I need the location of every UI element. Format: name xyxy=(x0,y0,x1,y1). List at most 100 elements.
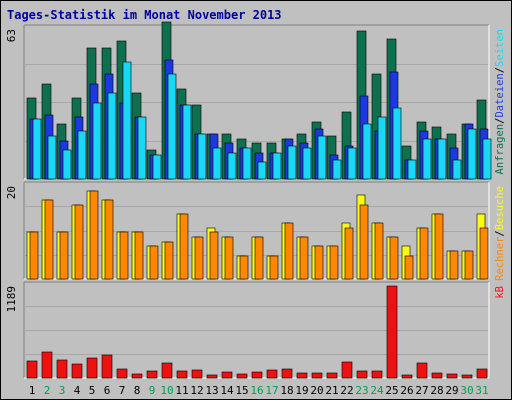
x-tick-label-day-7: 7 xyxy=(119,384,126,397)
bar-kb-day-3 xyxy=(56,359,68,379)
bar-kb-day-16 xyxy=(251,371,263,379)
bar-seiten-day-4 xyxy=(77,130,87,180)
bar-rechner-day-19 xyxy=(299,236,309,280)
legend-part-0-2: Dateien xyxy=(494,73,506,117)
x-tick-label-day-29: 29 xyxy=(445,384,458,397)
x-tick-label-day-10: 10 xyxy=(160,384,173,397)
bar-kb-day-4 xyxy=(71,363,83,379)
x-tick-label-day-5: 5 xyxy=(89,384,96,397)
bar-kb-day-29 xyxy=(446,373,458,379)
bar-kb-day-6 xyxy=(101,354,113,379)
bar-seiten-day-29 xyxy=(452,159,462,180)
bar-seiten-day-6 xyxy=(107,92,117,180)
bar-kb-day-20 xyxy=(311,372,323,379)
bar-seiten-day-30 xyxy=(467,128,477,180)
bar-seiten-day-7 xyxy=(122,61,132,180)
bar-kb-day-30 xyxy=(461,374,473,379)
bar-seiten-day-31 xyxy=(482,138,492,180)
bar-seiten-day-17 xyxy=(272,152,282,180)
x-tick-label-day-17: 17 xyxy=(265,384,278,397)
bar-rechner-day-1 xyxy=(29,231,39,280)
bar-seiten-day-15 xyxy=(242,147,252,180)
bar-seiten-day-21 xyxy=(332,159,342,180)
x-tick-label-day-20: 20 xyxy=(310,384,323,397)
bar-kb-day-18 xyxy=(281,368,293,379)
bar-kb-day-28 xyxy=(431,372,443,379)
right-legend-1: Rechner/Besuche xyxy=(494,186,506,281)
bar-kb-day-25 xyxy=(386,285,398,379)
x-tick-label-day-16: 16 xyxy=(250,384,263,397)
legend-part-0-0: Anfragen xyxy=(494,124,506,175)
x-tick-label-day-25: 25 xyxy=(385,384,398,397)
x-tick-label-day-24: 24 xyxy=(370,384,384,397)
x-tick-label-day-4: 4 xyxy=(74,384,81,397)
bar-seiten-day-24 xyxy=(377,116,387,180)
right-legend-2: kB xyxy=(494,286,506,299)
y-max-label-0: 63 xyxy=(5,29,18,42)
legend-part-2-0: kB xyxy=(494,286,506,299)
bar-rechner-day-12 xyxy=(194,236,204,280)
x-tick-label-day-15: 15 xyxy=(235,384,248,397)
bar-kb-day-24 xyxy=(371,370,383,379)
bar-seiten-day-25 xyxy=(392,107,402,180)
bar-rechner-day-2 xyxy=(44,199,54,280)
x-tick-label-day-30: 30 xyxy=(460,384,473,397)
bar-rechner-day-22 xyxy=(344,227,354,280)
x-tick-label-day-8: 8 xyxy=(134,384,141,397)
x-tick-label-day-1: 1 xyxy=(29,384,36,397)
bar-kb-day-11 xyxy=(176,370,188,379)
bar-rechner-day-24 xyxy=(374,222,384,280)
x-tick-label-day-21: 21 xyxy=(325,384,338,397)
bar-kb-day-31 xyxy=(476,368,488,379)
bar-rechner-day-21 xyxy=(329,245,339,280)
bar-rechner-day-4 xyxy=(74,204,84,280)
bar-seiten-day-23 xyxy=(362,123,372,180)
bar-seiten-day-16 xyxy=(257,161,267,180)
x-tick-label-day-26: 26 xyxy=(400,384,413,397)
bar-seiten-day-12 xyxy=(197,133,207,180)
bar-rechner-day-15 xyxy=(239,255,249,280)
bar-rechner-day-27 xyxy=(419,227,429,280)
bar-seiten-day-13 xyxy=(212,147,222,180)
bar-rechner-day-23 xyxy=(359,204,369,280)
bar-rechner-day-20 xyxy=(314,245,324,280)
bar-kb-day-23 xyxy=(356,370,368,379)
x-tick-label-day-23: 23 xyxy=(355,384,368,397)
x-tick-label-day-27: 27 xyxy=(415,384,428,397)
bar-seiten-day-26 xyxy=(407,159,417,180)
bar-rechner-day-9 xyxy=(149,245,159,280)
bar-kb-day-9 xyxy=(146,370,158,379)
bar-seiten-day-18 xyxy=(287,145,297,180)
right-legend-0: Anfragen/Dateien/Seiten xyxy=(494,29,506,174)
bar-rechner-day-25 xyxy=(389,236,399,280)
bar-kb-day-12 xyxy=(191,369,203,379)
bar-kb-day-21 xyxy=(326,372,338,379)
bar-kb-day-19 xyxy=(296,372,308,379)
bar-seiten-day-8 xyxy=(137,116,147,180)
bar-kb-day-26 xyxy=(401,374,413,379)
bar-kb-day-5 xyxy=(86,357,98,379)
bar-seiten-day-3 xyxy=(62,149,72,180)
x-tick-label-day-31: 31 xyxy=(475,384,488,397)
x-tick-label-day-22: 22 xyxy=(340,384,353,397)
bar-rechner-day-14 xyxy=(224,236,234,280)
legend-part-0-4: Seiten xyxy=(494,29,506,67)
bar-seiten-day-2 xyxy=(47,135,57,180)
bar-rechner-day-8 xyxy=(134,231,144,280)
bar-rechner-day-29 xyxy=(449,250,459,280)
bar-rechner-day-30 xyxy=(464,250,474,280)
x-tick-label-day-9: 9 xyxy=(149,384,156,397)
legend-part-1-1: / xyxy=(494,230,506,236)
bar-rechner-day-31 xyxy=(479,227,489,280)
bar-kb-day-17 xyxy=(266,369,278,379)
bar-rechner-day-11 xyxy=(179,213,189,280)
bar-kb-day-27 xyxy=(416,362,428,379)
bar-seiten-day-10 xyxy=(167,73,177,180)
bar-kb-day-13 xyxy=(206,374,218,379)
legend-part-1-2: Besuche xyxy=(494,186,506,230)
legend-part-0-3: / xyxy=(494,67,506,73)
bar-rechner-day-16 xyxy=(254,236,264,280)
bar-kb-day-2 xyxy=(41,351,53,379)
bar-seiten-day-27 xyxy=(422,138,432,180)
